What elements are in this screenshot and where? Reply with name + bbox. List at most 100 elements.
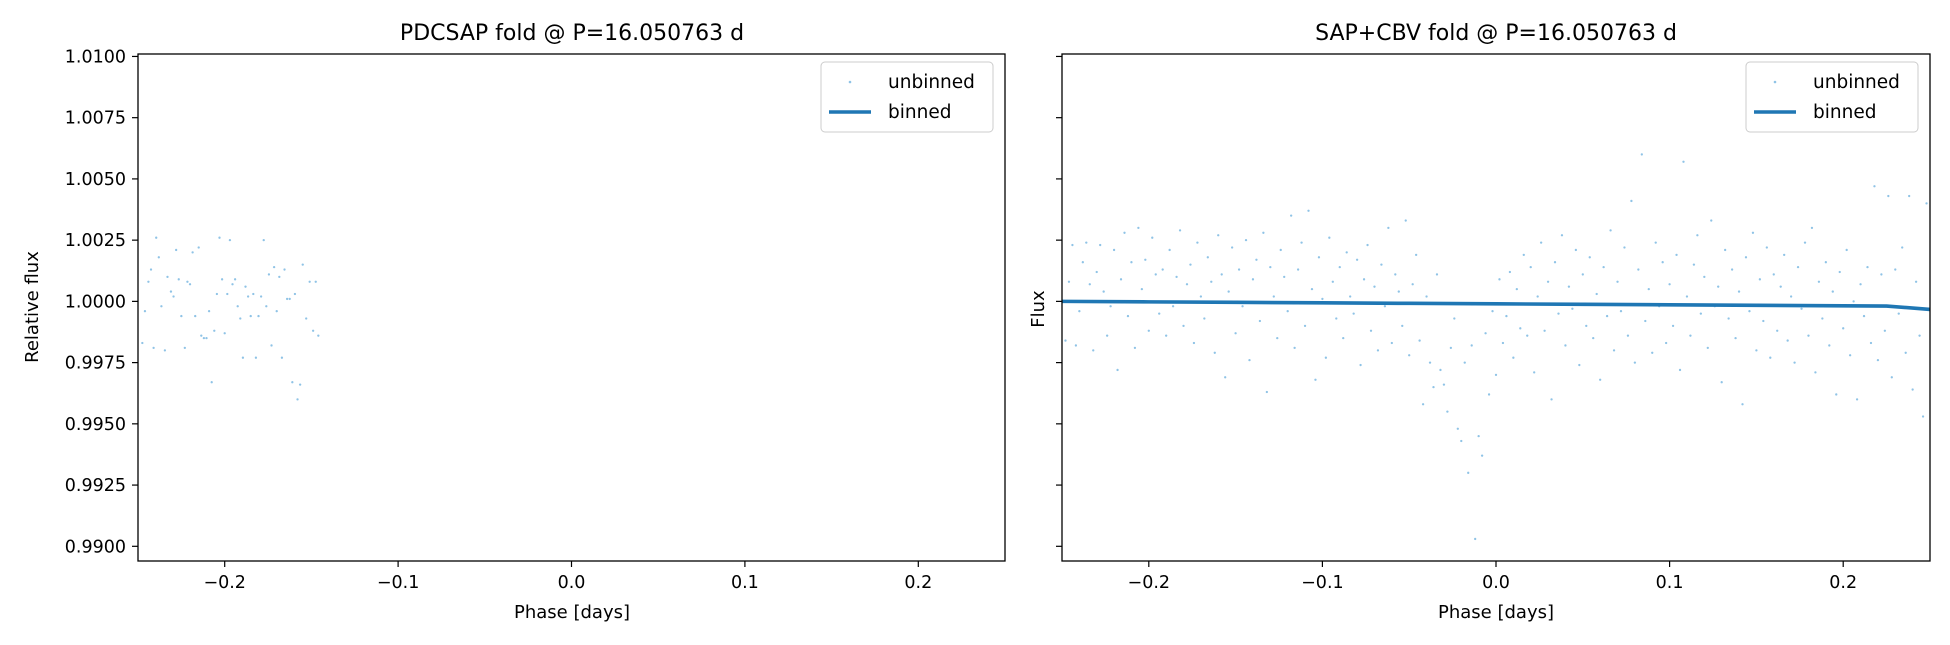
data-point (1557, 312, 1560, 315)
legend-frame (820, 61, 994, 133)
data-point (1272, 295, 1275, 298)
data-point (1154, 273, 1157, 276)
legend-unbinned-label: unbinned (1813, 72, 1900, 93)
x-tick-label: 0.0 (558, 573, 586, 593)
data-point (311, 329, 315, 332)
data-point (1578, 363, 1581, 367)
data-point (236, 305, 239, 308)
data-point (1366, 243, 1369, 247)
data-point (1564, 344, 1567, 347)
data-point (1789, 295, 1793, 298)
data-point (1744, 256, 1748, 259)
data-point (1411, 283, 1414, 286)
data-point (1543, 329, 1546, 332)
data-point (1505, 314, 1508, 318)
data-point (1803, 241, 1807, 244)
data-point (1800, 307, 1803, 310)
y-tick-label: 0.9925 (65, 476, 126, 496)
data-point (210, 381, 213, 384)
data-point (1668, 283, 1671, 286)
data-point (157, 256, 160, 259)
data-point (1095, 270, 1098, 274)
data-point (1560, 234, 1564, 237)
data-point (1397, 290, 1400, 293)
data-point (288, 297, 291, 301)
data-point (1671, 324, 1675, 328)
x-tick-label: 0.1 (1656, 573, 1684, 593)
data-point (1869, 341, 1873, 345)
data-point (1088, 283, 1091, 286)
data-point (1335, 317, 1338, 320)
data-point (1196, 241, 1199, 244)
panel-title: PDCSAP fold @ P=16.050763 d (400, 21, 744, 46)
data-point (220, 278, 224, 281)
data-point (1324, 356, 1328, 359)
data-point (186, 280, 189, 283)
y-tick-label: 0.9950 (65, 415, 126, 435)
data-point (152, 346, 155, 350)
data-point (1380, 263, 1383, 266)
data-point (1342, 336, 1345, 340)
data-point (223, 332, 226, 335)
data-point (1119, 278, 1123, 281)
data-point (1626, 334, 1630, 337)
data-point (1161, 268, 1164, 271)
data-point (191, 251, 194, 254)
data-point (1640, 153, 1643, 156)
data-point (233, 278, 237, 281)
x-tick-label: −0.1 (1301, 573, 1344, 593)
data-point (226, 292, 229, 296)
data-point (257, 314, 260, 318)
data-point (1338, 265, 1341, 269)
data-point (1387, 226, 1390, 230)
data-point (1883, 329, 1887, 332)
data-point (1550, 398, 1553, 401)
data-point (244, 285, 247, 288)
data-point (1151, 236, 1154, 239)
data-point (1105, 334, 1109, 337)
data-point (1793, 361, 1796, 364)
data-point (1831, 290, 1834, 293)
data-point (1453, 317, 1456, 320)
data-point (1140, 287, 1144, 291)
data-point (1654, 241, 1657, 244)
data-point (1699, 312, 1702, 315)
legend-frame (1745, 61, 1919, 133)
data-point (1224, 376, 1227, 379)
data-point (1130, 261, 1133, 264)
data-point (1460, 439, 1463, 443)
data-point (1894, 268, 1897, 271)
data-point (1185, 283, 1189, 286)
data-point (1067, 280, 1071, 283)
data-point (280, 356, 284, 359)
data-point (1474, 537, 1477, 541)
data-point (183, 346, 186, 350)
data-point (175, 248, 178, 252)
data-point (1519, 327, 1522, 330)
pdcsap-panel: PDCSAP fold @ P=16.050763 d −0.2 −0.1 0.0 0… (22, 21, 1006, 623)
data-point (1352, 312, 1355, 315)
data-point (1651, 351, 1654, 354)
data-point (1383, 305, 1387, 308)
data-point (267, 273, 271, 276)
data-point (239, 317, 242, 320)
data-marks (141, 236, 320, 401)
data-point (1064, 339, 1067, 342)
data-point (180, 314, 183, 318)
data-point (1730, 268, 1734, 271)
data-point (1470, 344, 1473, 347)
data-point (1887, 194, 1890, 198)
data-point (1741, 403, 1744, 406)
data-point (205, 336, 208, 340)
data-point (1307, 209, 1310, 212)
data-point (160, 305, 163, 308)
data-point (1911, 388, 1914, 391)
data-point (1494, 373, 1498, 377)
x-axis-label: Phase [days] (514, 602, 630, 623)
data-point (1328, 236, 1331, 239)
data-point (1418, 339, 1421, 342)
data-point (1685, 295, 1689, 298)
data-point (1855, 398, 1859, 401)
data-point (1439, 368, 1442, 372)
data-point (1276, 336, 1279, 340)
